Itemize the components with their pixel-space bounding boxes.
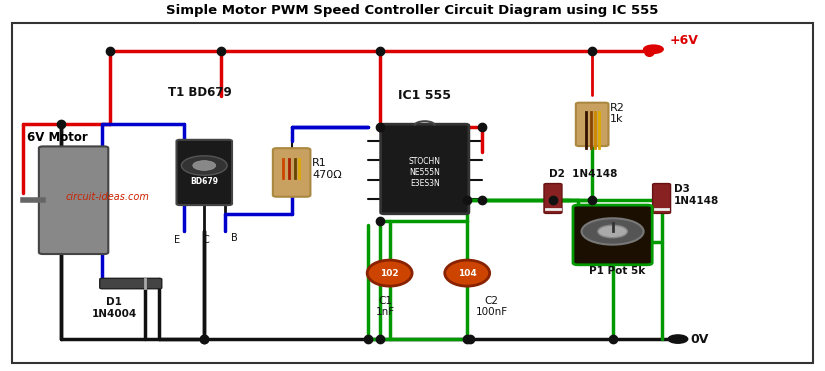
FancyBboxPatch shape [380, 124, 469, 214]
Text: R1
470Ω: R1 470Ω [312, 158, 342, 180]
Title: Simple Motor PWM Speed Controller Circuit Diagram using IC 555: Simple Motor PWM Speed Controller Circui… [167, 4, 658, 17]
Text: T1 BD679: T1 BD679 [168, 86, 232, 99]
Circle shape [598, 225, 627, 238]
Circle shape [182, 156, 227, 175]
Circle shape [668, 335, 688, 343]
Circle shape [644, 45, 663, 53]
Text: B: B [231, 233, 238, 243]
FancyBboxPatch shape [273, 148, 310, 197]
Text: circuit-ideas.com: circuit-ideas.com [65, 192, 149, 202]
Text: D2  1N4148: D2 1N4148 [549, 169, 617, 179]
FancyBboxPatch shape [653, 184, 671, 213]
FancyBboxPatch shape [100, 278, 162, 289]
FancyBboxPatch shape [39, 147, 108, 254]
FancyBboxPatch shape [576, 103, 609, 146]
Text: IC1 555: IC1 555 [398, 89, 451, 102]
Ellipse shape [445, 260, 490, 286]
Text: P1 Pot 5k: P1 Pot 5k [588, 266, 645, 276]
Text: C2
100nF: C2 100nF [476, 296, 507, 317]
Text: 102: 102 [380, 269, 399, 278]
FancyBboxPatch shape [177, 140, 232, 205]
Text: BD679: BD679 [191, 177, 219, 186]
Text: C1
1nF: C1 1nF [376, 296, 395, 317]
Text: E: E [174, 235, 181, 245]
FancyBboxPatch shape [544, 184, 562, 213]
Text: STOCHN
NE555N
E3ES3N: STOCHN NE555N E3ES3N [408, 157, 441, 188]
Text: 6V Motor: 6V Motor [26, 131, 87, 144]
Text: +6V: +6V [670, 34, 699, 47]
Text: C: C [202, 235, 210, 245]
Circle shape [193, 161, 215, 170]
FancyBboxPatch shape [573, 205, 653, 265]
Text: 0V: 0V [691, 332, 709, 345]
Text: D3
1N4148: D3 1N4148 [674, 184, 719, 206]
Text: R2
1k: R2 1k [610, 103, 625, 124]
Ellipse shape [367, 260, 412, 286]
Circle shape [582, 218, 644, 244]
Text: 104: 104 [458, 269, 477, 278]
Text: D1
1N4004: D1 1N4004 [92, 298, 137, 319]
